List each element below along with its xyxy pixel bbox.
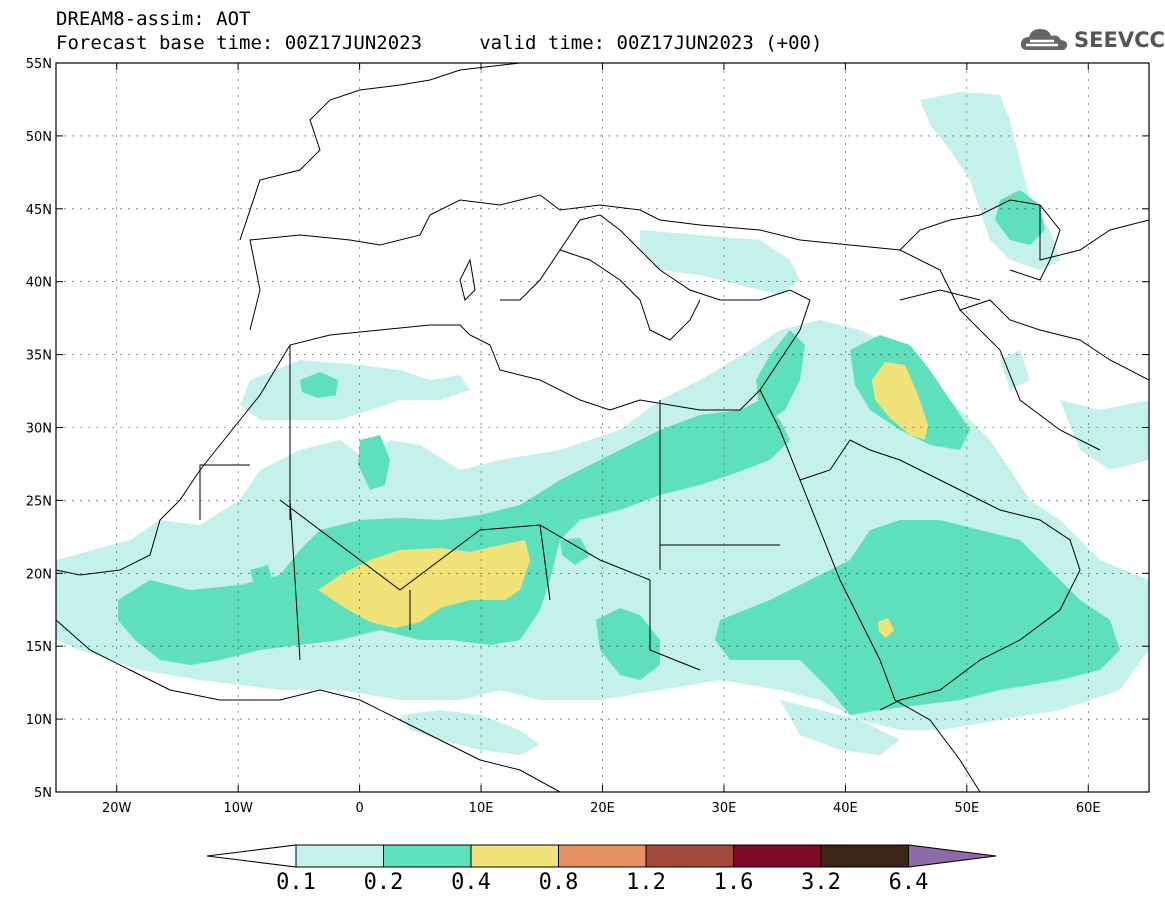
lat-tick-label: 55N <box>26 57 52 72</box>
colorbar-level-label: 0.4 <box>451 870 491 895</box>
aot-field-layer <box>56 92 1149 755</box>
lat-tick-label: 30N <box>26 422 52 437</box>
colorbar-level-label: 6.4 <box>889 870 929 895</box>
colorbar-level-label: 0.1 <box>276 870 316 895</box>
colorbar-box <box>558 844 647 868</box>
aot-contour-0-2 <box>118 190 1120 715</box>
lat-tick-label: 25N <box>26 494 52 509</box>
colorbar-level-label: 1.2 <box>626 870 666 895</box>
longitude-labels: 20W 10W 0 10E 20E 30E 40E 50E 60E <box>102 801 1101 816</box>
lon-tick-label: 40E <box>833 801 858 816</box>
colorbar-level-label: 0.8 <box>539 870 579 895</box>
seevccc-logo: SEEVCCC <box>1018 24 1165 56</box>
lon-tick-label: 10E <box>469 801 494 816</box>
lat-tick-label: 10N <box>26 713 52 728</box>
lon-tick-label: 60E <box>1076 801 1101 816</box>
lat-tick-label: 5N <box>34 786 52 801</box>
lon-tick-label: 20E <box>590 801 615 816</box>
colorbar-labels: 0.1 0.2 0.4 0.8 1.2 1.6 3.2 6.4 <box>276 870 928 895</box>
colorbar-level-label: 3.2 <box>801 870 841 895</box>
colorbar-box <box>820 844 909 868</box>
colorbar-box <box>383 844 472 868</box>
lat-tick-label: 40N <box>26 276 52 291</box>
colorbar-level-label: 0.2 <box>364 870 404 895</box>
lat-tick-label: 15N <box>26 640 52 655</box>
lat-tick-label: 50N <box>26 130 52 145</box>
aot-contour-0-4 <box>318 362 928 638</box>
colorbar-box <box>470 844 559 868</box>
colorbar-over-arrow <box>908 844 997 868</box>
latitude-labels: 55N 50N 45N 40N 35N 30N 25N 20N 15N 10N 5N <box>26 57 52 801</box>
lat-tick-label: 20N <box>26 567 52 582</box>
colorbar-level-label: 1.6 <box>714 870 754 895</box>
coastlines-borders <box>56 63 1149 792</box>
colorbar <box>206 844 997 868</box>
colorbar-box <box>733 844 822 868</box>
logo-text: SEEVCCC <box>1074 28 1165 52</box>
cloud-icon <box>1020 29 1068 51</box>
axis-ticks <box>56 62 1149 793</box>
forecast-time-line: Forecast base time: 00Z17JUN2023 valid t… <box>56 32 823 54</box>
lon-tick-label: 30E <box>712 801 737 816</box>
lon-tick-label: 50E <box>954 801 979 816</box>
colorbar-box <box>645 844 734 868</box>
lon-tick-label: 0 <box>355 801 363 816</box>
lon-tick-label: 20W <box>102 801 132 816</box>
lon-tick-label: 10W <box>223 801 253 816</box>
map-title: DREAM8-assim: AOT <box>56 8 251 30</box>
graticule <box>56 63 1149 792</box>
colorbar-under-arrow <box>206 844 297 868</box>
colorbar-box <box>295 844 384 868</box>
lat-tick-label: 45N <box>26 203 52 218</box>
lat-tick-label: 35N <box>26 349 52 364</box>
